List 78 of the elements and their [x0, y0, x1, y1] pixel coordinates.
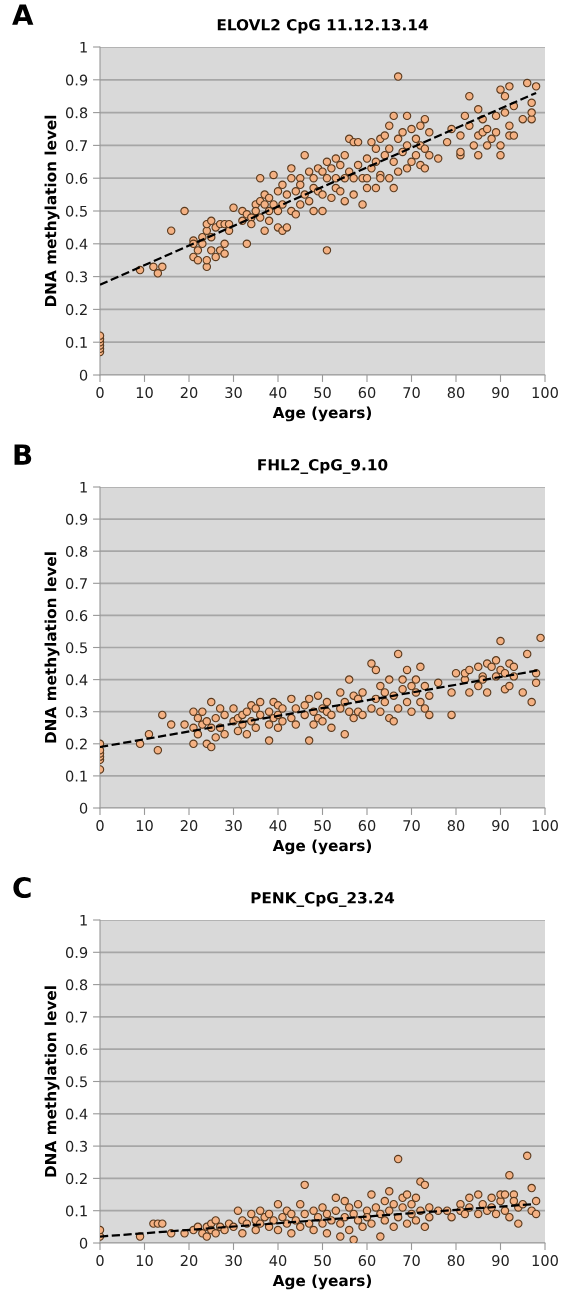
y-tick-label: 0 [79, 369, 88, 381]
x-axis-title: Age (years) [272, 1274, 372, 1290]
y-tick-label: 0.3 [65, 1140, 88, 1152]
x-tick-label: 80 [447, 1255, 465, 1267]
y-tick-label: 0.5 [65, 642, 87, 654]
x-tick-label: 70 [403, 387, 420, 399]
y-tick-label: 0.1 [65, 770, 87, 782]
x-tick-label: 80 [447, 820, 465, 832]
x-tick-label: 40 [269, 820, 287, 832]
y-tick-label: 0.6 [65, 610, 88, 622]
y-tick-label: 0 [79, 802, 88, 814]
y-tick-label: 0.7 [65, 1011, 87, 1023]
x-axis-title: Age (years) [272, 839, 372, 855]
x-tick-label: 20 [180, 387, 198, 399]
x-tick-label: 0 [96, 1255, 104, 1267]
x-tick-label: 20 [180, 1255, 198, 1267]
x-tick-label: 100 [532, 820, 558, 832]
y-tick-label: 0.2 [65, 1173, 87, 1185]
y-tick-label: 0.4 [65, 674, 88, 686]
x-axis-title: Age (years) [272, 406, 372, 422]
y-tick-label: 0.7 [65, 140, 87, 152]
chart-title: PENK_CpG_23.24 [251, 891, 395, 907]
x-tick-label: 10 [136, 1255, 153, 1267]
x-tick-label: 40 [269, 387, 287, 399]
y-tick-label: 0.1 [65, 1205, 87, 1217]
x-tick-label: 40 [269, 1255, 287, 1267]
x-tick-label: 60 [358, 1255, 376, 1267]
y-tick-label: 0.9 [65, 947, 88, 959]
text: B [14, 444, 32, 465]
y-tick-label: 0.3 [65, 271, 88, 283]
y-tick-label: 0.1 [65, 336, 87, 348]
y-tick-label: 0.5 [65, 1076, 87, 1088]
y-tick-label: 0.7 [65, 578, 87, 590]
text: C [13, 877, 31, 899]
x-tick-label: 70 [403, 1255, 420, 1267]
x-tick-label: 80 [447, 387, 465, 399]
y-tick-label: 1 [80, 41, 87, 53]
x-tick-label: 50 [314, 387, 331, 399]
x-tick-label: 20 [180, 820, 198, 832]
x-tick-label: 0 [96, 820, 104, 832]
y-tick-label: 0.4 [65, 238, 88, 250]
x-tick-label: 90 [492, 820, 509, 832]
y-axis-title: DNA methylation level [44, 552, 60, 743]
x-tick-label: 90 [492, 387, 509, 399]
chart-title: FHL2_CpG_9.10 [258, 458, 388, 474]
x-tick-label: 50 [314, 1255, 331, 1267]
chart-title: ELOVL2 CpG 11.12.13.14 [217, 18, 428, 34]
y-tick-label: 0.6 [65, 172, 88, 184]
x-tick-label: 60 [358, 820, 376, 832]
y-tick-label: 0.3 [65, 706, 88, 718]
y-tick-label: 0 [79, 1237, 88, 1249]
y-tick-label: 0.2 [65, 738, 87, 750]
x-tick-label: 10 [136, 820, 153, 832]
x-tick-label: 60 [358, 387, 376, 399]
y-axis-title: DNA methylation level [44, 986, 60, 1177]
x-tick-label: 50 [314, 820, 331, 832]
x-tick-label: 100 [532, 1255, 558, 1267]
x-tick-label: 70 [403, 820, 420, 832]
x-tick-label: 100 [532, 387, 558, 399]
text: A [12, 4, 34, 25]
y-tick-label: 0.8 [65, 979, 88, 991]
y-tick-label: 0.2 [65, 304, 87, 316]
x-tick-label: 90 [492, 1255, 509, 1267]
x-tick-label: 10 [136, 387, 153, 399]
x-tick-label: 30 [225, 1255, 242, 1267]
y-tick-label: 1 [80, 481, 87, 493]
y-tick-label: 0.9 [65, 74, 88, 86]
y-tick-label: 0.8 [65, 107, 88, 119]
y-tick-label: 0.6 [65, 1043, 88, 1055]
y-tick-label: 1 [80, 914, 87, 926]
y-tick-label: 0.5 [65, 205, 87, 217]
y-tick-label: 0.9 [65, 513, 88, 525]
x-tick-label: 0 [96, 387, 104, 399]
x-tick-label: 30 [225, 387, 242, 399]
y-tick-label: 0.4 [65, 1108, 88, 1120]
x-tick-label: 30 [225, 820, 242, 832]
y-tick-label: 0.8 [65, 545, 88, 557]
y-axis-title: DNA methylation level [44, 115, 60, 307]
